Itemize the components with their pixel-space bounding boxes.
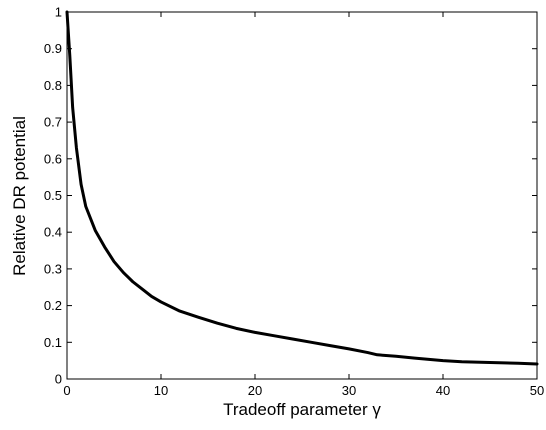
series-line: [65, 10, 539, 366]
y-tick-label: 0.1: [44, 335, 62, 350]
y-tick-label: 0.4: [44, 225, 62, 240]
plot-area: [66, 11, 538, 380]
x-tick-label: 10: [154, 383, 168, 398]
y-tick-label: 0.3: [44, 261, 62, 276]
plot-frame: [66, 11, 538, 380]
y-tick-label: 0.6: [44, 151, 62, 166]
x-tick-label: 40: [436, 383, 450, 398]
x-tick-label: 50: [530, 383, 544, 398]
series-group: [65, 10, 539, 366]
x-tick-label: 20: [248, 383, 262, 398]
y-tick-label: 0: [55, 372, 62, 387]
y-tick-label: 0.8: [44, 78, 62, 93]
y-axis-label: Relative DR potential: [10, 116, 29, 276]
x-axis-label: Tradeoff parameter γ: [223, 400, 381, 419]
y-tick-label: 0.9: [44, 41, 62, 56]
x-tick-label: 0: [63, 383, 70, 398]
y-tick-label: 1: [55, 5, 62, 20]
y-tick-label: 0.2: [44, 298, 62, 313]
x-axis: 0 10 20 30 40 50: [63, 12, 544, 398]
y-axis: 0 0.1 0.2 0.3 0.4 0.5 0.6 0.7 0.8 0.9 1: [44, 5, 537, 387]
y-tick-label: 0.5: [44, 188, 62, 203]
x-tick-label: 30: [342, 383, 356, 398]
y-tick-label: 0.7: [44, 115, 62, 130]
